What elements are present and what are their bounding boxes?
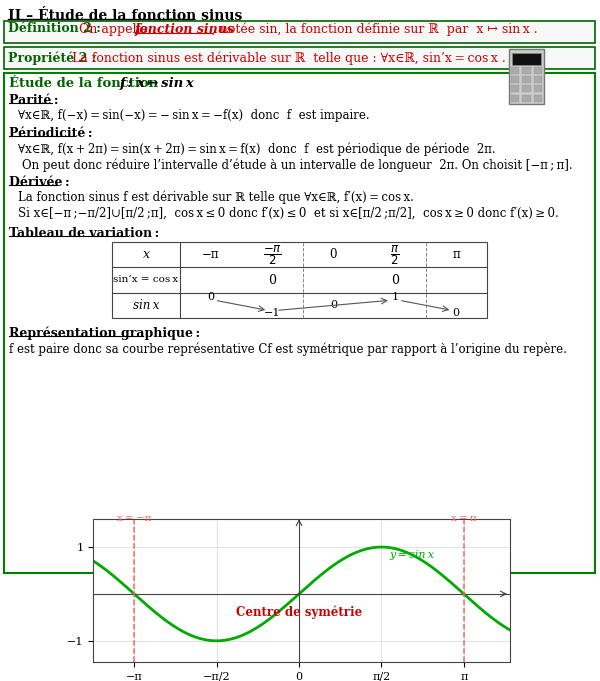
Text: 0: 0 (330, 300, 337, 311)
FancyBboxPatch shape (4, 21, 595, 43)
Text: 0: 0 (391, 274, 399, 287)
Text: Tableau de variation :: Tableau de variation : (9, 227, 159, 240)
FancyBboxPatch shape (511, 67, 520, 74)
Text: f est paire donc sa courbe représentative Cf est symétrique par rapport à l’orig: f est paire donc sa courbe représentativ… (9, 343, 567, 356)
Text: Représentation graphique :: Représentation graphique : (9, 327, 200, 340)
Text: Parité :: Parité : (9, 94, 59, 107)
FancyBboxPatch shape (512, 54, 541, 65)
FancyBboxPatch shape (533, 76, 542, 83)
Text: Étude de la fonction: Étude de la fonction (9, 77, 167, 90)
Text: Si x∈[−π ;−π/2]∪[π/2 ;π],  cos x ≤ 0 donc f′(x) ≤ 0  et si x∈[π/2 ;π/2],  cos x : Si x∈[−π ;−π/2]∪[π/2 ;π], cos x ≤ 0 donc… (18, 207, 559, 220)
Text: x = −π: x = −π (117, 513, 151, 523)
Text: 0: 0 (207, 292, 214, 302)
Text: , notée sin, la fonction définie sur ℝ  par  x ↦ sin x .: , notée sin, la fonction définie sur ℝ p… (212, 22, 538, 35)
Text: La fonction sinus est dérivable sur ℝ  telle que : ∀x∈ℝ, sin’x = cos x .: La fonction sinus est dérivable sur ℝ te… (68, 51, 506, 65)
Text: $\dfrac{\pi}{2}$: $\dfrac{\pi}{2}$ (390, 243, 400, 266)
Text: 1: 1 (391, 292, 398, 302)
Text: 0: 0 (330, 248, 337, 262)
FancyBboxPatch shape (533, 85, 542, 92)
Text: 0: 0 (453, 308, 460, 319)
Text: Périodicité :: Périodicité : (9, 127, 92, 140)
Text: 0: 0 (268, 274, 276, 287)
Text: On peut donc réduire l’intervalle d’étude à un intervalle de longueur  2π. On ch: On peut donc réduire l’intervalle d’étud… (22, 158, 572, 172)
FancyBboxPatch shape (511, 85, 520, 92)
Text: fonction sinus: fonction sinus (135, 22, 235, 35)
Text: ∀x∈ℝ, f(−x) = sin(−x) = − sin x = −f(x)  donc  f  est impaire.: ∀x∈ℝ, f(−x) = sin(−x) = − sin x = −f(x) … (18, 109, 370, 122)
Text: y = sin x: y = sin x (389, 550, 434, 560)
Text: Propriété 2 :: Propriété 2 : (8, 51, 97, 65)
Text: sin’x = cos x: sin’x = cos x (113, 276, 179, 285)
FancyBboxPatch shape (4, 73, 595, 573)
Text: f : x ↦ sin x: f : x ↦ sin x (120, 77, 195, 90)
Text: −π: −π (202, 248, 220, 262)
Text: −1: −1 (264, 308, 280, 319)
FancyBboxPatch shape (509, 49, 544, 104)
FancyBboxPatch shape (522, 76, 531, 83)
FancyBboxPatch shape (112, 242, 487, 318)
Text: ∀x∈ℝ, f(x + 2π) = sin(x + 2π) = sin x = f(x)  donc  f  est périodique de période: ∀x∈ℝ, f(x + 2π) = sin(x + 2π) = sin x = … (18, 142, 496, 155)
Text: sin x: sin x (133, 299, 159, 312)
Text: π: π (452, 248, 460, 262)
FancyBboxPatch shape (4, 47, 595, 69)
Text: La fonction sinus f est dérivable sur ℝ telle que ∀x∈ℝ, f′(x) = cos x.: La fonction sinus f est dérivable sur ℝ … (18, 191, 414, 204)
FancyBboxPatch shape (533, 67, 542, 74)
Text: x: x (143, 248, 149, 262)
Text: Dérivée :: Dérivée : (9, 176, 70, 189)
FancyBboxPatch shape (511, 76, 520, 83)
FancyBboxPatch shape (522, 85, 531, 92)
FancyBboxPatch shape (522, 67, 531, 74)
Text: x = π: x = π (451, 513, 477, 523)
Text: Définition 2 :: Définition 2 : (8, 22, 101, 35)
FancyBboxPatch shape (522, 95, 531, 101)
Text: II – Étude de la fonction sinus: II – Étude de la fonction sinus (8, 9, 242, 23)
Text: On appelle: On appelle (75, 22, 152, 35)
FancyBboxPatch shape (511, 95, 520, 101)
Text: Centre de symétrie: Centre de symétrie (236, 605, 362, 618)
FancyBboxPatch shape (533, 95, 542, 101)
Text: $\dfrac{-\pi}{2}$: $\dfrac{-\pi}{2}$ (263, 243, 281, 266)
